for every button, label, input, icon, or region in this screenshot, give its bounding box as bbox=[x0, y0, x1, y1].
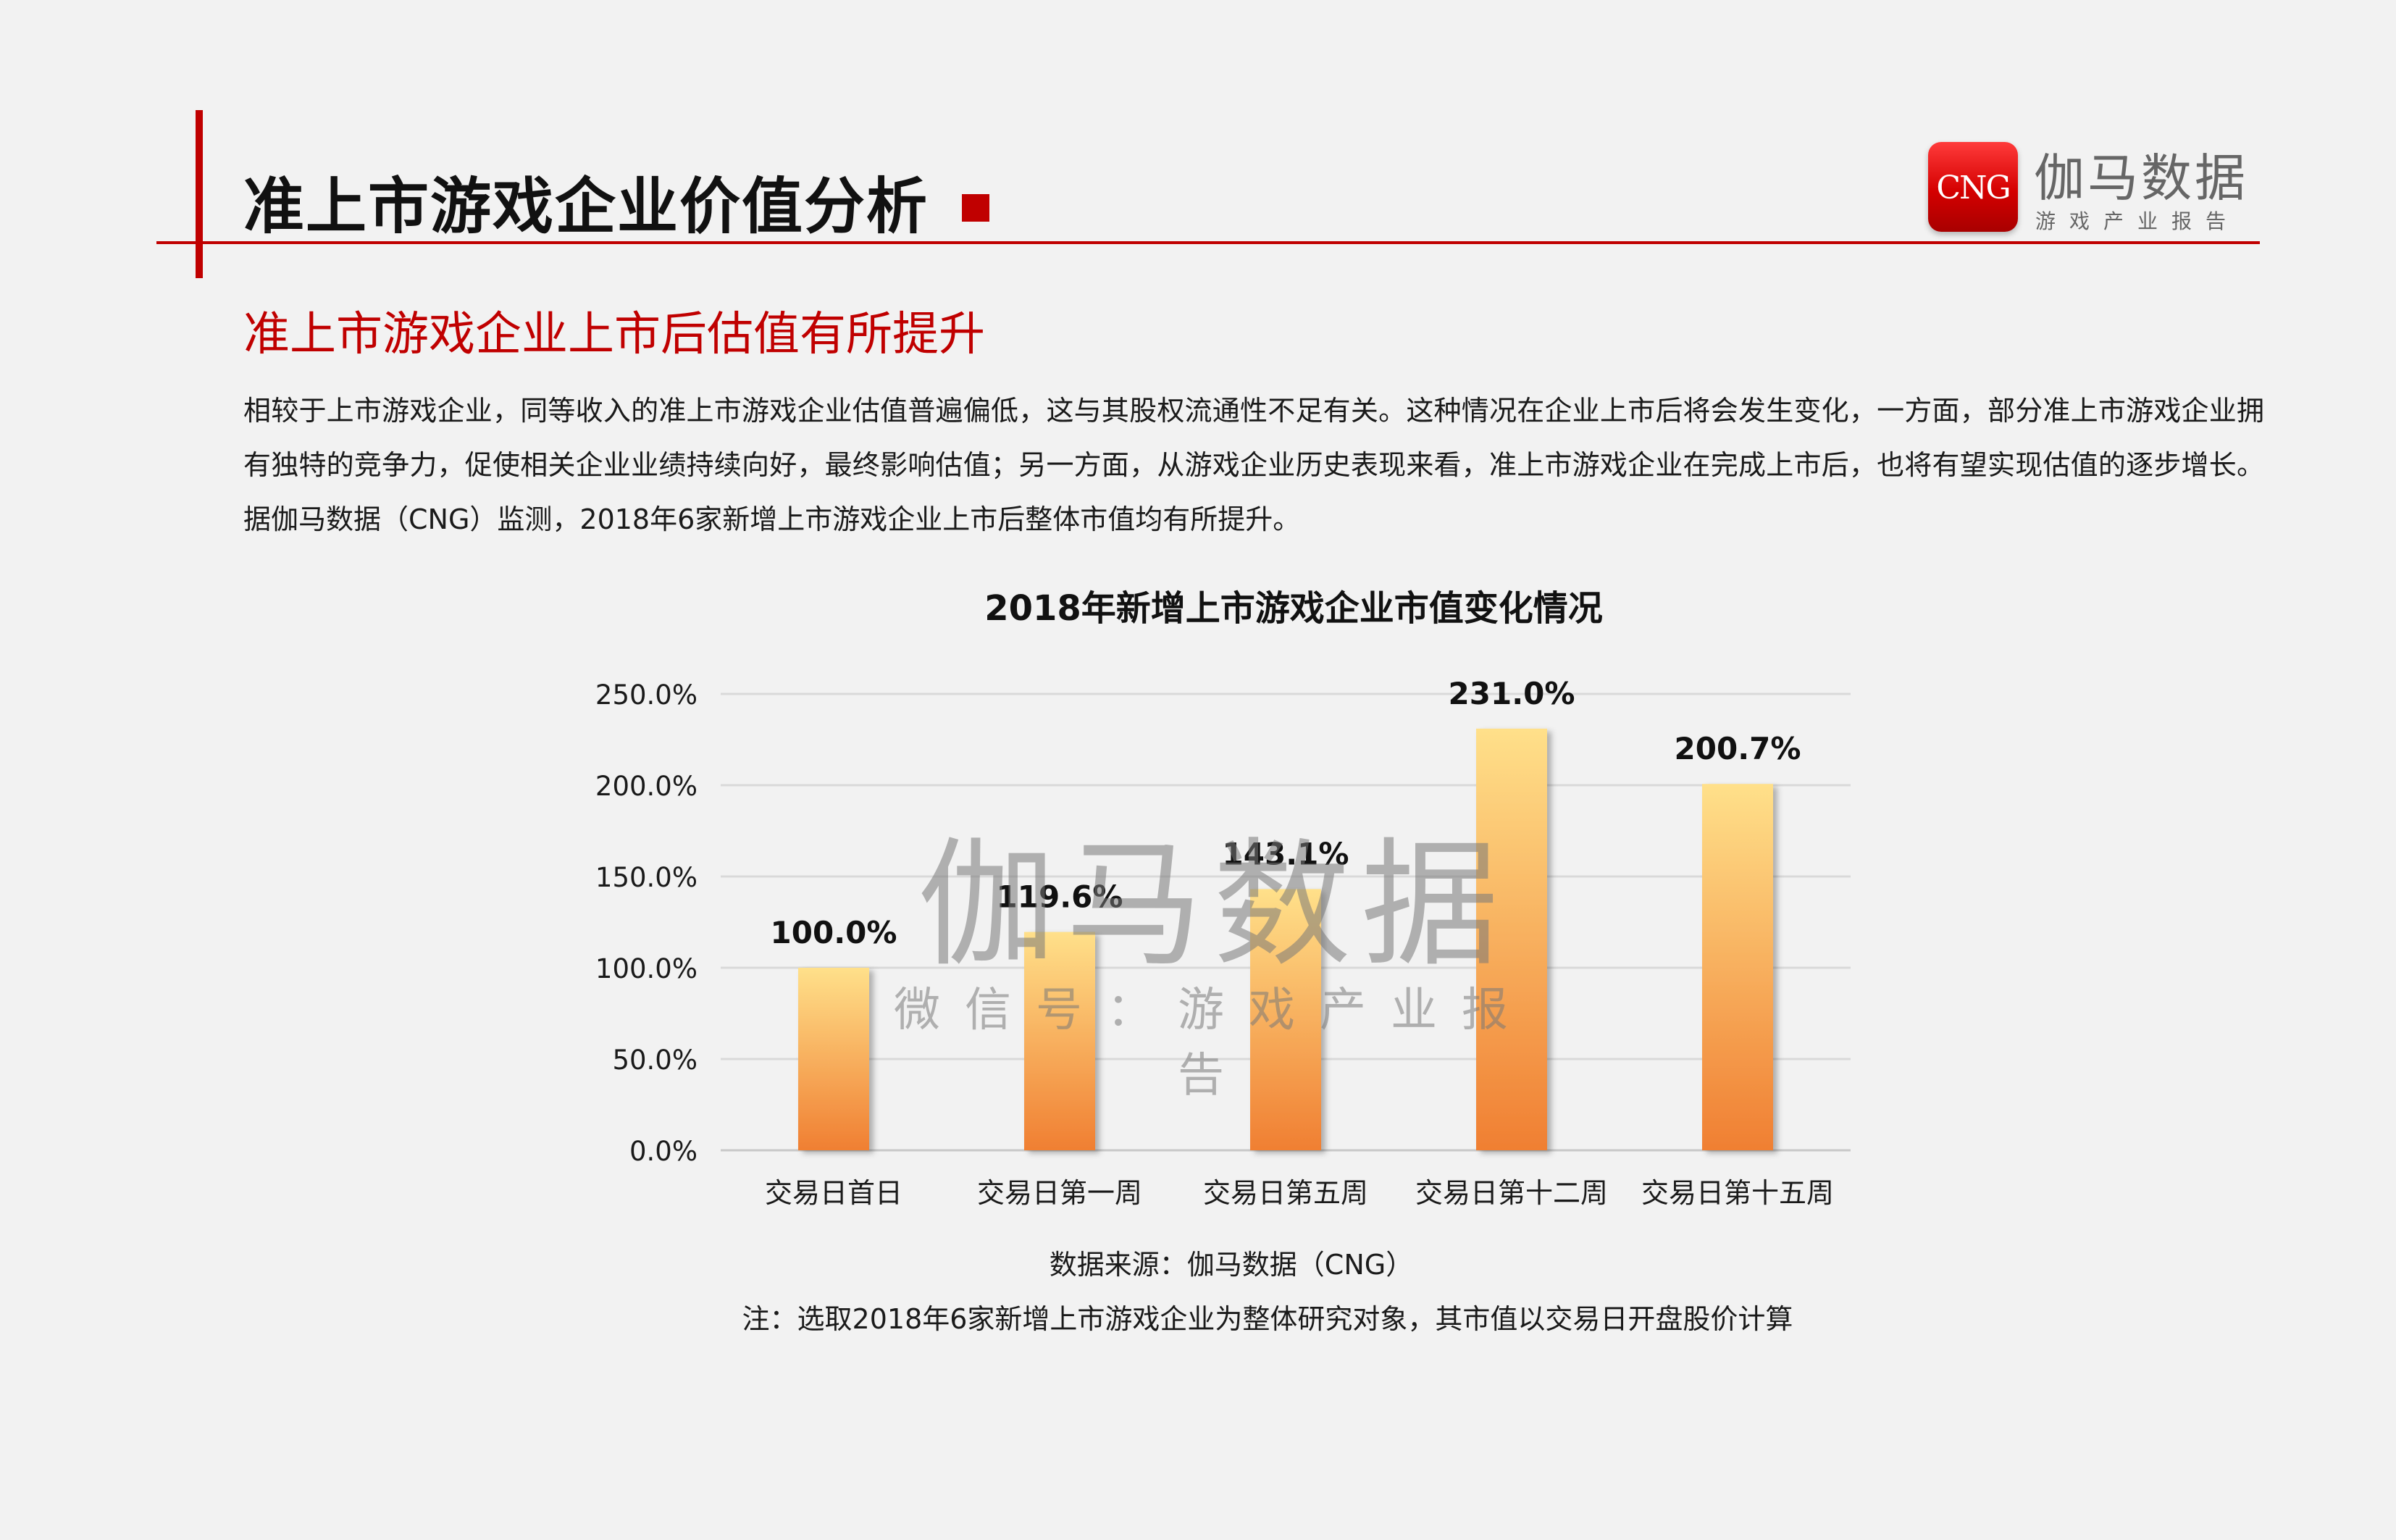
data-label: 143.1% bbox=[1223, 836, 1349, 871]
chart-title: 2018年新增上市游戏企业市值变化情况 bbox=[984, 588, 1603, 629]
intro-paragraph: 相较于上市游戏企业，同等收入的准上市游戏企业估值普遍偏低，这与其股权流通性不足有… bbox=[243, 395, 2264, 535]
cng-logo-icon: CNG bbox=[1928, 142, 2018, 232]
y-tick-label: 250.0% bbox=[595, 679, 698, 711]
x-axis: 交易日首日 交易日第一周 交易日第五周 交易日第十二周 交易日第十五周 bbox=[765, 1177, 1834, 1209]
footnote: 注：选取2018年6家新增上市游戏企业为整体研究对象，其市值以交易日开盘股价计算 bbox=[742, 1303, 1793, 1335]
y-axis: 0.0% 50.0% 100.0% 150.0% 200.0% 250.0% bbox=[595, 679, 698, 1167]
y-tick-label: 50.0% bbox=[612, 1045, 698, 1076]
y-tick-label: 0.0% bbox=[629, 1136, 698, 1167]
logo-name: 伽马数据 bbox=[2034, 148, 2248, 208]
grid-layer bbox=[721, 692, 1851, 1152]
value-labels-layer: 100.0% 119.6% 143.1% 231.0% 200.7% bbox=[771, 676, 1801, 950]
y-tick-label: 100.0% bbox=[595, 953, 698, 984]
logo-subtitle: 游戏产业报告 bbox=[2035, 209, 2240, 233]
header-vertical-rule bbox=[196, 110, 203, 278]
bar bbox=[1702, 784, 1773, 1150]
x-tick-label: 交易日首日 bbox=[765, 1177, 902, 1209]
page-title: 准上市游戏企业价值分析 bbox=[243, 171, 929, 242]
bar bbox=[1476, 728, 1547, 1150]
data-label: 200.7% bbox=[1675, 731, 1801, 766]
bar bbox=[1250, 889, 1321, 1150]
bar bbox=[1024, 932, 1095, 1150]
bar bbox=[798, 968, 869, 1150]
logo-abbr: CNG bbox=[1936, 170, 2011, 206]
data-label: 231.0% bbox=[1449, 676, 1575, 711]
bar-chart: 0.0% 50.0% 100.0% 150.0% 200.0% 250.0% 100.0%… bbox=[595, 676, 1851, 1209]
x-tick-label: 交易日第十二周 bbox=[1415, 1177, 1608, 1209]
x-tick-label: 交易日第十五周 bbox=[1641, 1177, 1834, 1209]
title-square-marker bbox=[962, 194, 989, 222]
header-horizontal-rule bbox=[156, 241, 2260, 244]
x-tick-label: 交易日第一周 bbox=[977, 1177, 1142, 1209]
y-tick-label: 200.0% bbox=[595, 771, 698, 802]
y-tick-label: 150.0% bbox=[595, 862, 698, 893]
data-source: 数据来源：伽马数据（CNG） bbox=[1049, 1249, 1414, 1281]
section-title: 准上市游戏企业上市后估值有所提升 bbox=[243, 308, 985, 361]
data-label: 119.6% bbox=[997, 879, 1123, 915]
cng-logo: CNG 伽马数据 游戏产业报告 bbox=[1927, 138, 2267, 239]
x-tick-label: 交易日第五周 bbox=[1203, 1177, 1368, 1209]
data-label: 100.0% bbox=[771, 915, 897, 950]
bars-layer bbox=[798, 728, 1773, 1150]
